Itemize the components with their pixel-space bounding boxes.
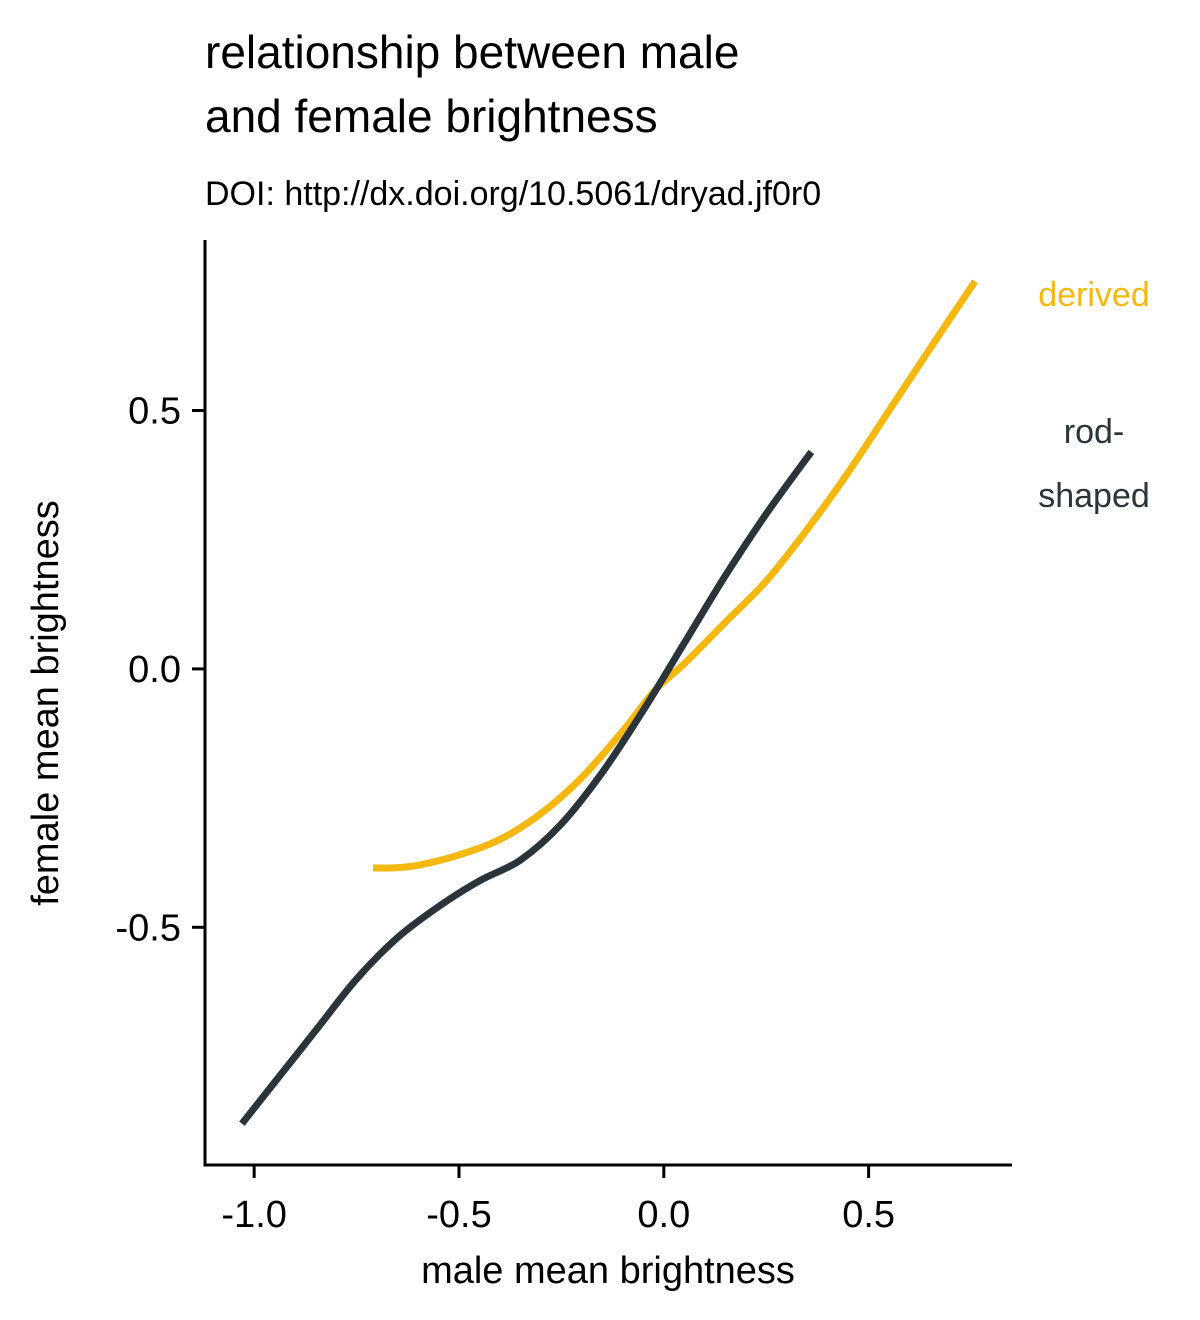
series-label-rod-shaped: rod- bbox=[1064, 413, 1124, 451]
series-line-rod-shaped bbox=[239, 449, 815, 1126]
chart-title-line-2: and female brightness bbox=[205, 90, 658, 142]
plot-area bbox=[239, 279, 979, 1126]
series-label-rod-shaped: shaped bbox=[1038, 477, 1150, 515]
y-axis-label: female mean brightness bbox=[25, 500, 67, 906]
x-tick-label: 0.0 bbox=[637, 1194, 690, 1236]
chart-title-line-1: relationship between male bbox=[205, 26, 739, 78]
x-axis-label: male mean brightness bbox=[421, 1250, 795, 1292]
y-tick-label: 0.0 bbox=[128, 649, 181, 691]
y-tick-label: 0.5 bbox=[128, 391, 181, 433]
x-tick-label: -0.5 bbox=[426, 1194, 491, 1236]
x-tick-label: 0.5 bbox=[842, 1194, 895, 1236]
series-label-derived: derived bbox=[1038, 276, 1150, 314]
y-tick-label: -0.5 bbox=[116, 907, 181, 949]
chart-subtitle: DOI: http://dx.doi.org/10.5061/dryad.jf0… bbox=[205, 175, 821, 213]
x-tick-label: -1.0 bbox=[221, 1194, 286, 1236]
series-labels: derived rod-shaped bbox=[1038, 276, 1150, 515]
y-axis-ticks: -0.5 0.0 0.5 bbox=[116, 391, 205, 949]
series-line-derived bbox=[372, 279, 979, 872]
x-axis-ticks: -1.0 -0.5 0.0 0.5 bbox=[221, 1165, 895, 1236]
